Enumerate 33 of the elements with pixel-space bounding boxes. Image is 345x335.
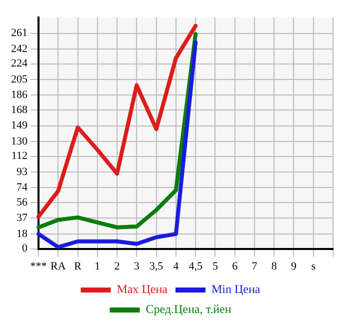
y-tick-label: 56 [16,196,28,208]
x-tick-label: 3,5 [149,260,164,272]
y-tick-label: 130 [11,135,28,148]
y-tick-label: 205 [11,73,28,86]
x-tick-label: s [311,260,316,272]
y-tick-label: 0 [22,242,28,255]
y-tick-label: 186 [11,89,28,102]
y-tick-label: 112 [11,150,28,162]
y-tick-label: 261 [11,27,28,40]
y-tick-label: 37 [16,212,28,224]
x-tick-label: R [74,260,82,272]
x-tick-label: RA [50,260,66,272]
y-tick-label: 168 [11,104,28,116]
y-tick-label: 224 [11,58,28,70]
y-tick-label: 18 [16,228,28,240]
legend-label: Min Цена [211,282,261,296]
y-tick-label: 93 [16,166,28,178]
y-tick-label: 74 [16,182,28,194]
x-tick-label: 8 [271,260,278,272]
x-tick-label: 1 [94,260,100,272]
legend-label: Max Цена [116,282,168,296]
x-tick-label: 7 [252,260,258,272]
y-tick-label: 242 [11,42,28,55]
x-tick-label: 6 [232,260,238,272]
x-tick-label: 2 [114,260,120,272]
x-tick-label: *** [30,260,47,272]
x-tick-label: 3 [134,260,140,272]
x-tick-label: 5 [212,260,218,272]
x-tick-label: 4,5 [188,260,203,272]
y-tick-label: 149 [11,120,28,132]
x-tick-label: 4 [173,260,180,272]
x-tick-label: 9 [290,260,297,272]
legend-label: Сред.Цена, т.йен [146,302,232,316]
